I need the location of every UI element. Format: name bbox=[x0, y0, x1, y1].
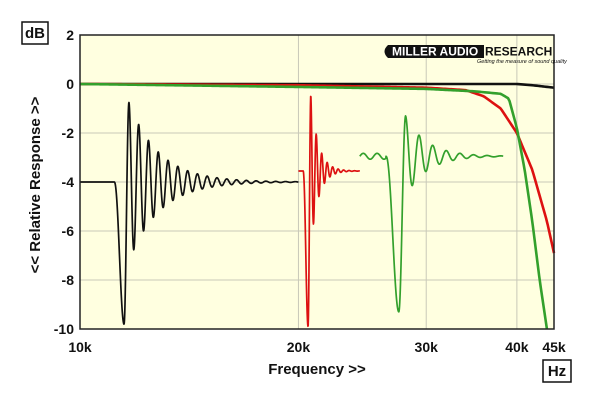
series-layer bbox=[79, 82, 556, 330]
x-unit-box: Hz bbox=[542, 359, 572, 383]
logo-tagline: Getting the measure of sound quality bbox=[477, 59, 568, 65]
y-tick-label: -10 bbox=[54, 321, 74, 337]
y-tick-label: 2 bbox=[66, 27, 74, 43]
x-unit-label: Hz bbox=[548, 363, 566, 380]
logo-text-left: MILLER AUDIO bbox=[392, 45, 478, 59]
x-tick-label: 45k bbox=[542, 339, 566, 355]
x-tick-label: 30k bbox=[415, 339, 439, 355]
y-tick-label: -2 bbox=[62, 125, 75, 141]
y-tick-label: -8 bbox=[62, 272, 75, 288]
x-tick-label: 40k bbox=[505, 339, 529, 355]
y-unit-label: dB bbox=[25, 25, 45, 42]
y-tick-labels: 2 0 -2 -4 -6 -8 -10 bbox=[54, 27, 74, 337]
plot-frame bbox=[79, 34, 555, 330]
x-tick-label: 20k bbox=[287, 339, 311, 355]
y-tick-label: -6 bbox=[62, 223, 75, 239]
y-unit-box: dB bbox=[21, 21, 49, 45]
y-tick-label: 0 bbox=[66, 76, 74, 92]
logo-text-right: RESEARCH bbox=[485, 45, 552, 59]
x-tick-label: 10k bbox=[68, 339, 92, 355]
y-axis-title: << Relative Response >> bbox=[27, 96, 44, 273]
y-tick-label: -4 bbox=[62, 174, 75, 190]
series-line-3-frequency-response bbox=[79, 82, 549, 330]
x-axis-title: Frequency >> bbox=[268, 361, 366, 378]
x-tick-labels: 10k 20k 30k 40k 45k bbox=[68, 339, 566, 355]
series-line-5-impulse-response bbox=[297, 95, 361, 328]
miller-audio-research-logo: MILLER AUDIO RESEARCH Getting the measur… bbox=[384, 45, 568, 65]
series-line-6-impulse-response bbox=[359, 115, 504, 313]
series-line-4-impulse-response bbox=[79, 101, 300, 325]
